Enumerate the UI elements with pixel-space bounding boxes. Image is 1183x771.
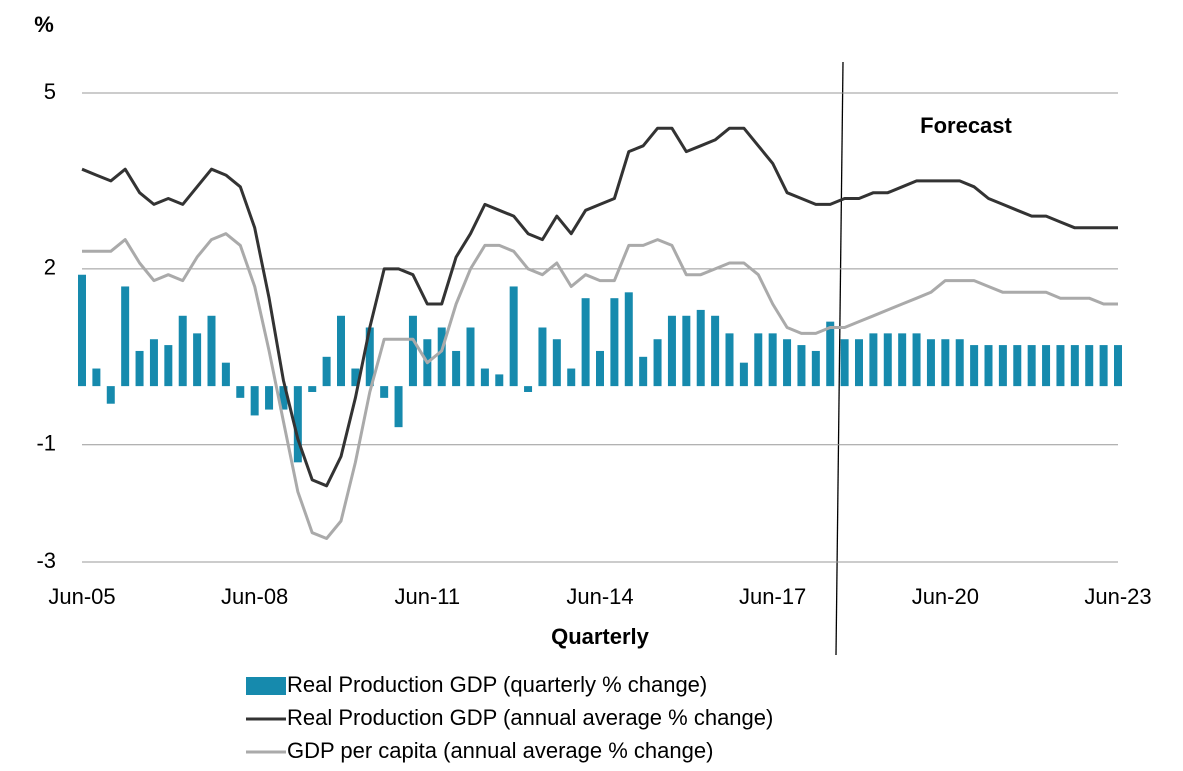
- bar: [941, 339, 950, 387]
- bar: [639, 356, 648, 387]
- bar: [567, 368, 576, 387]
- bar: [955, 339, 964, 387]
- bar: [855, 339, 863, 387]
- bar: [322, 356, 331, 387]
- bar: [898, 333, 907, 387]
- bar: [739, 362, 748, 387]
- bar: [552, 339, 561, 387]
- bar: [984, 345, 993, 387]
- legend-swatch: [246, 677, 286, 695]
- bar: [509, 286, 518, 387]
- x-tick-label: Jun-17: [739, 584, 806, 609]
- bar: [250, 386, 259, 416]
- bar: [221, 362, 230, 387]
- y-tick-label: -1: [36, 431, 56, 456]
- bar: [926, 339, 935, 387]
- x-tick-label: Jun-23: [1084, 584, 1151, 609]
- bar: [437, 327, 446, 387]
- x-tick-label: Jun-08: [221, 584, 288, 609]
- line: [81, 126, 1118, 488]
- forecast-divider: [835, 61, 844, 656]
- bar: [1056, 345, 1065, 387]
- bar: [308, 386, 317, 392]
- bar: [265, 386, 274, 410]
- y-tick-label: 2: [44, 255, 56, 280]
- bar: [768, 333, 777, 387]
- bar: [279, 386, 288, 410]
- bar: [783, 339, 792, 387]
- bar: [365, 327, 374, 387]
- bar: [725, 333, 734, 387]
- bar: [164, 345, 173, 387]
- y-unit: %: [34, 12, 54, 37]
- bar: [624, 292, 633, 387]
- line: [82, 232, 1118, 540]
- legend-label: Real Production GDP (quarterly % change): [287, 672, 707, 697]
- bar: [337, 315, 345, 387]
- bar: [998, 345, 1007, 387]
- bar: [883, 333, 892, 387]
- bar: [78, 274, 86, 387]
- bar: [711, 315, 720, 387]
- bar: [970, 345, 979, 387]
- bar: [293, 386, 302, 463]
- bar: [869, 333, 878, 387]
- legend-label: GDP per capita (annual average % change): [287, 738, 713, 763]
- bar: [207, 315, 216, 387]
- bar: [1013, 345, 1022, 387]
- bar: [826, 321, 835, 387]
- bar: [452, 350, 461, 387]
- x-tick-label: Jun-05: [48, 584, 115, 609]
- bar: [1027, 345, 1036, 387]
- bar: [394, 386, 403, 428]
- bar: [682, 315, 691, 387]
- bar: [797, 345, 806, 387]
- x-tick-label: Jun-20: [912, 584, 979, 609]
- legend-label: Real Production GDP (annual average % ch…: [287, 705, 773, 730]
- bar: [538, 327, 547, 387]
- bar: [1099, 345, 1108, 387]
- bar: [466, 327, 475, 387]
- bar: [92, 368, 101, 387]
- y-tick-label: 5: [44, 79, 56, 104]
- bar: [524, 386, 533, 392]
- bar: [840, 339, 849, 387]
- bar: [1070, 345, 1079, 387]
- bar: [480, 368, 489, 387]
- x-tick-label: Jun-14: [566, 584, 633, 609]
- bar: [1042, 345, 1051, 387]
- x-axis-title: Quarterly: [551, 624, 650, 649]
- bar: [135, 350, 144, 387]
- bar: [596, 350, 604, 387]
- annotation: Forecast: [920, 113, 1012, 138]
- bar: [106, 386, 115, 404]
- bar: [653, 339, 662, 387]
- bar: [811, 350, 820, 387]
- bar: [178, 315, 187, 387]
- bar: [1085, 345, 1094, 387]
- bar: [696, 309, 705, 387]
- bar: [380, 386, 389, 398]
- bar: [149, 339, 158, 387]
- bar: [351, 368, 360, 387]
- x-tick-label: Jun-11: [395, 584, 461, 609]
- bar: [495, 374, 504, 387]
- bar: [581, 298, 590, 387]
- bar: [408, 315, 417, 387]
- bar: [193, 333, 202, 387]
- bar: [236, 386, 245, 398]
- bar: [1114, 345, 1122, 387]
- y-tick-label: -3: [36, 548, 56, 573]
- bar: [912, 333, 921, 387]
- bar: [121, 286, 130, 387]
- bar: [610, 298, 619, 387]
- bar: [754, 333, 763, 387]
- bar: [667, 315, 676, 387]
